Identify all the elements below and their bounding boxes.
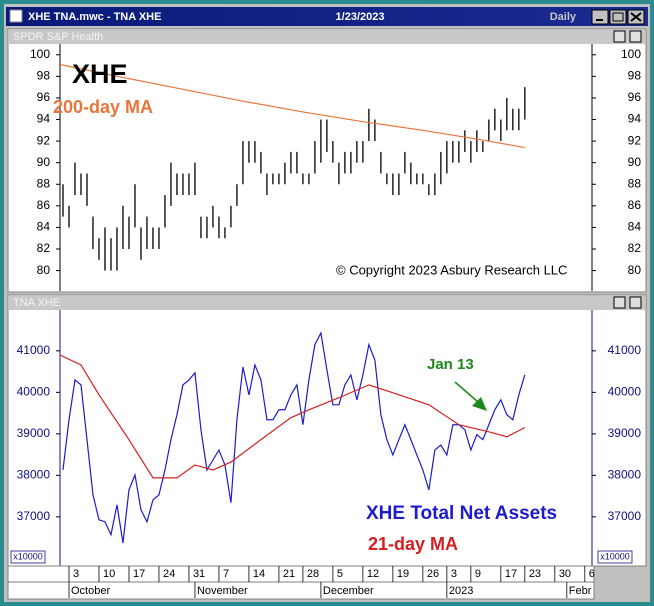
pane-maximize[interactable] bbox=[613, 30, 626, 43]
unit-label: x10000 bbox=[13, 551, 43, 561]
y-tick-label: 88 bbox=[628, 176, 642, 190]
unit-box bbox=[10, 550, 46, 564]
date-annotation: Jan 13 bbox=[427, 356, 474, 373]
pane-header bbox=[9, 30, 645, 44]
tna-plot bbox=[60, 331, 526, 544]
x-tick-label: 19 bbox=[397, 568, 409, 580]
window-title: XHE TNA.mwc - TNA XHE bbox=[28, 11, 161, 23]
x-tick-label: 3 bbox=[451, 568, 457, 580]
x-tick-label: 26 bbox=[427, 568, 439, 580]
month-label: November bbox=[197, 585, 248, 597]
x-tick-label: 9 bbox=[475, 568, 481, 580]
y-tick-label: 100 bbox=[30, 47, 50, 61]
minimize-button[interactable] bbox=[591, 9, 609, 25]
ma-label: 21-day MA bbox=[368, 534, 458, 554]
tna-pane bbox=[7, 294, 647, 567]
y-tick-label: 40000 bbox=[17, 385, 51, 399]
pane-close[interactable] bbox=[629, 296, 642, 309]
y-tick-label: 84 bbox=[37, 220, 51, 234]
y-tick-label: 94 bbox=[37, 112, 51, 126]
y-tick-label: 96 bbox=[628, 90, 642, 104]
y-tick-label: 41000 bbox=[608, 343, 642, 357]
window-buttons bbox=[591, 9, 645, 25]
y-tick-label: 94 bbox=[628, 112, 642, 126]
month-label: 2023 bbox=[449, 585, 473, 597]
app-icon bbox=[9, 9, 23, 23]
pane-header bbox=[9, 296, 645, 310]
copyright: © Copyright 2023 Asbury Research LLC bbox=[336, 262, 567, 277]
y-tick-label: 98 bbox=[628, 69, 642, 83]
window-interval: Daily bbox=[550, 11, 577, 23]
x-tick-label: 17 bbox=[505, 568, 517, 580]
x-tick-label: 14 bbox=[253, 568, 265, 580]
annotation-arrow bbox=[454, 381, 479, 403]
y-tick-label: 90 bbox=[628, 155, 642, 169]
series-line bbox=[62, 331, 526, 544]
month-label: December bbox=[323, 585, 374, 597]
y-tick-label: 40000 bbox=[608, 385, 642, 399]
y-tick-label: 37000 bbox=[17, 509, 51, 523]
moving-average bbox=[60, 63, 525, 149]
unit-label: x10000 bbox=[600, 551, 630, 561]
y-tick-label: 37000 bbox=[608, 509, 642, 523]
series-line bbox=[60, 354, 526, 479]
y-tick-label: 86 bbox=[37, 198, 51, 212]
x-tick-label: 31 bbox=[193, 568, 205, 580]
y-tick-label: 92 bbox=[628, 133, 642, 147]
x-tick-label: 23 bbox=[529, 568, 541, 580]
price-plot bbox=[60, 63, 526, 271]
pane-maximize[interactable] bbox=[613, 296, 626, 309]
x-tick-label: 5 bbox=[337, 568, 343, 580]
y-tick-label: 82 bbox=[628, 241, 642, 255]
series-label: XHE Total Net Assets bbox=[366, 503, 557, 524]
price-pane bbox=[7, 28, 647, 293]
y-tick-label: 98 bbox=[37, 69, 51, 83]
x-tick-label: 24 bbox=[163, 568, 175, 580]
symbol-label: XHE bbox=[72, 59, 128, 89]
y-tick-label: 100 bbox=[621, 47, 641, 61]
pane-close[interactable] bbox=[629, 30, 642, 43]
y-tick-label: 92 bbox=[37, 133, 51, 147]
y-tick-label: 80 bbox=[628, 263, 642, 277]
y-tick-label: 96 bbox=[37, 90, 51, 104]
x-axis-area bbox=[7, 565, 595, 600]
y-tick-label: 41000 bbox=[17, 343, 51, 357]
month-label: Febr bbox=[569, 585, 592, 597]
ma-label: 200-day MA bbox=[53, 97, 153, 117]
y-tick-label: 90 bbox=[37, 155, 51, 169]
annotation-arrowhead bbox=[472, 397, 487, 411]
x-tick-label: 6 bbox=[589, 568, 595, 580]
x-axis: 3 10 17 24 31 7 14 21 28 5 12 19 26 3 9 17 23 30 6 October N… bbox=[68, 566, 595, 598]
x-tick-label: 28 bbox=[307, 568, 319, 580]
window-date: 1/23/2023 bbox=[336, 11, 385, 23]
y-tick-label: 38000 bbox=[608, 468, 642, 482]
y-tick-label: 82 bbox=[37, 241, 51, 255]
x-tick-label: 3 bbox=[73, 568, 79, 580]
y-tick-label: 86 bbox=[628, 198, 642, 212]
x-tick-label: 7 bbox=[223, 568, 229, 580]
pane-title: TNA XHE bbox=[13, 297, 60, 309]
maximize-button[interactable] bbox=[609, 9, 627, 25]
x-tick-label: 17 bbox=[133, 568, 145, 580]
x-tick-label: 12 bbox=[367, 568, 379, 580]
x-tick-label: 10 bbox=[103, 568, 115, 580]
y-tick-label: 80 bbox=[37, 263, 51, 277]
pane-title: SPDR S&P Health bbox=[13, 31, 103, 43]
unit-box bbox=[597, 550, 633, 564]
y-tick-label: 88 bbox=[37, 176, 51, 190]
x-tick-label: 30 bbox=[559, 568, 571, 580]
x-tick-label: 21 bbox=[283, 568, 295, 580]
y-tick-label: 39000 bbox=[608, 426, 642, 440]
month-label: October bbox=[71, 585, 110, 597]
title-bar bbox=[6, 7, 648, 26]
y-tick-label: 39000 bbox=[17, 426, 51, 440]
y-tick-label: 38000 bbox=[17, 468, 51, 482]
y-tick-label: 84 bbox=[628, 220, 642, 234]
